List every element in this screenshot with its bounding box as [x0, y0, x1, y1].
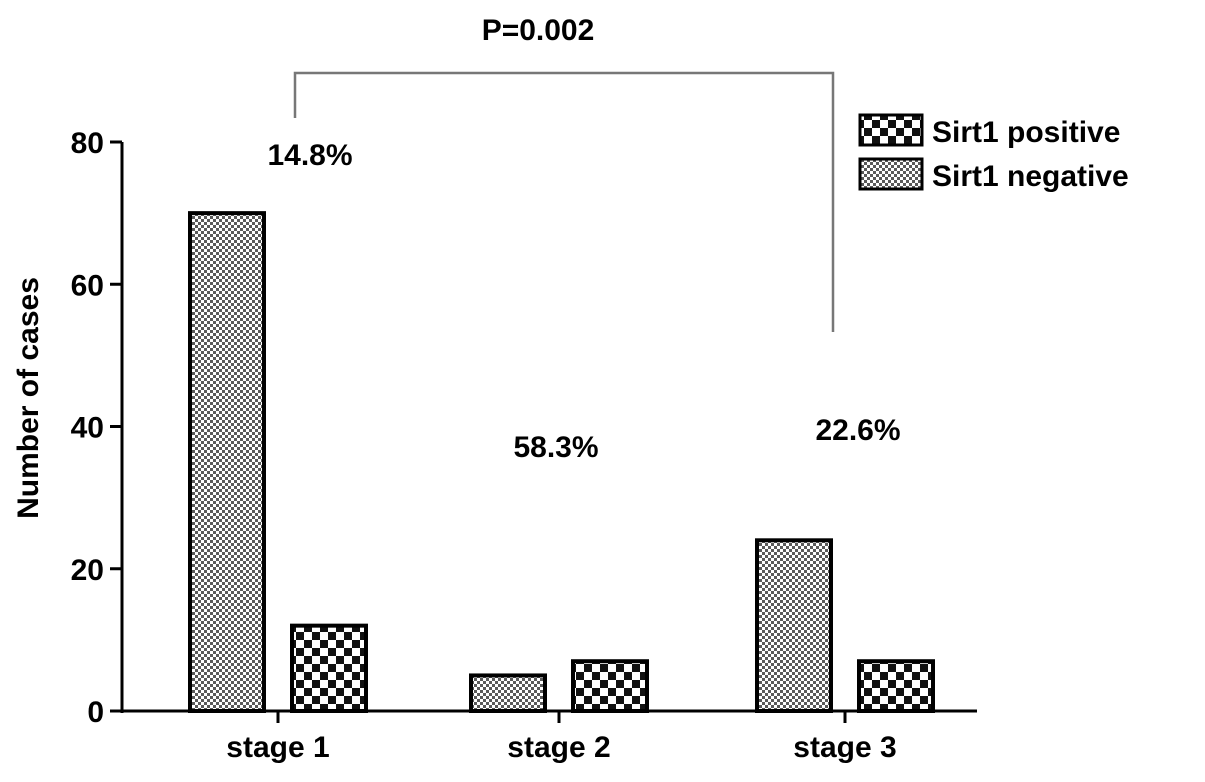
bars [188, 211, 935, 714]
legend-swatch [858, 157, 924, 191]
bar-sirt1-positive [290, 623, 368, 714]
x-axis: stage 1 stage 2 stage 3 [122, 709, 977, 764]
y-tick-label: 60 [71, 269, 104, 302]
y-axis-label: Number of cases [12, 277, 45, 519]
x-tick-label: stage 2 [507, 731, 610, 764]
legend: Sirt1 positive Sirt1 negative [858, 113, 1129, 193]
bar-sirt1-positive [571, 659, 649, 714]
annotations: 14.8% 58.3% 22.6% P=0.002 [267, 14, 900, 464]
legend-swatch [858, 113, 924, 147]
legend-label: Sirt1 positive [932, 116, 1120, 149]
percent-label: 22.6% [815, 414, 900, 447]
x-tick-label: stage 1 [226, 731, 329, 764]
legend-label: Sirt1 negative [932, 160, 1129, 193]
y-tick-label: 20 [71, 554, 104, 587]
x-tick-label: stage 3 [793, 731, 896, 764]
y-tick-label: 40 [71, 412, 104, 445]
y-tick-label: 0 [87, 696, 104, 729]
significance-label: P=0.002 [482, 14, 595, 47]
y-axis: 0 20 40 60 80 [71, 127, 124, 729]
bar-sirt1-negative [755, 538, 833, 713]
bar-sirt1-negative [469, 673, 547, 713]
y-tick-label: 80 [71, 127, 104, 160]
bar-sirt1-positive [857, 659, 935, 714]
significance-bracket [293, 71, 835, 332]
percent-label: 58.3% [513, 431, 598, 464]
percent-label: 14.8% [267, 139, 352, 172]
bar-sirt1-negative [188, 211, 266, 713]
